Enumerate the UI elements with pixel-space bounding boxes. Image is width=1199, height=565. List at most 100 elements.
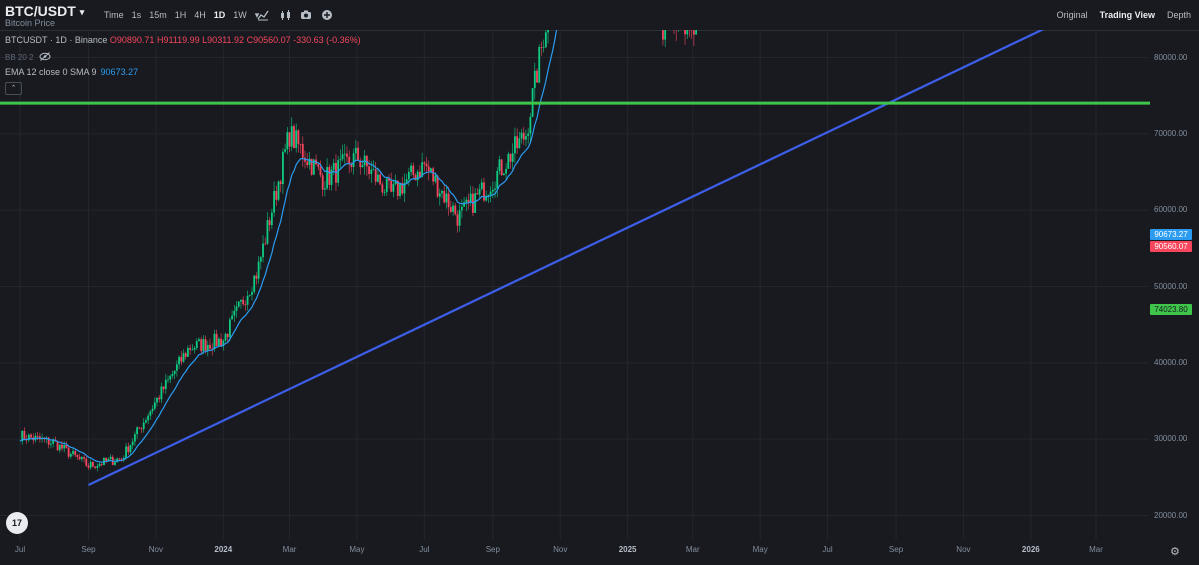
symbol-selector[interactable]: BTC/USDT ▾ xyxy=(5,3,84,19)
tab-original[interactable]: Original xyxy=(1056,10,1088,20)
candle-body xyxy=(383,192,386,193)
candle-body xyxy=(476,193,479,195)
candle-body xyxy=(180,356,183,362)
camera-icon[interactable] xyxy=(300,9,312,21)
price-tick-label: 80000.00 xyxy=(1154,52,1188,62)
candle-body xyxy=(527,133,530,137)
candle-body xyxy=(343,153,346,155)
candle-body xyxy=(491,189,494,192)
candle-body xyxy=(178,356,180,365)
candle-body xyxy=(158,397,161,400)
time-tick-label: Nov xyxy=(553,545,568,554)
candle-body xyxy=(522,132,525,140)
interval-15m[interactable]: 15m xyxy=(149,10,167,20)
collapse-legend-button[interactable]: ⌃ xyxy=(5,82,22,95)
time-tick-label: May xyxy=(349,545,365,554)
candle-body xyxy=(463,202,466,207)
candle-body xyxy=(140,428,143,430)
chart-type-icon[interactable] xyxy=(280,9,292,21)
candle-body xyxy=(264,243,267,245)
candle-body xyxy=(487,194,490,196)
candle-body xyxy=(125,446,127,458)
candle-body xyxy=(129,444,132,453)
candle-body xyxy=(288,132,291,147)
tab-depth[interactable]: Depth xyxy=(1166,10,1191,20)
candle-body xyxy=(83,457,85,459)
legend-title: BTCUSDT · 1D · Binance xyxy=(5,35,108,45)
candle-body xyxy=(447,193,450,208)
candle-body xyxy=(127,446,130,453)
candle-body xyxy=(63,445,66,449)
candle-body xyxy=(184,353,187,357)
candle-body xyxy=(50,443,52,445)
ohlc-legend: BTCUSDT · 1D · Binance O90890.71 H91119.… xyxy=(5,35,361,45)
candle-body xyxy=(293,126,295,148)
interval-time[interactable]: Time xyxy=(104,10,124,20)
candle-body xyxy=(412,165,415,175)
candle-body xyxy=(498,159,501,171)
interval-1w[interactable]: 1W xyxy=(233,10,247,20)
candle-body xyxy=(47,437,50,445)
trendline xyxy=(88,30,1045,486)
candle-body xyxy=(396,180,399,196)
candle-body xyxy=(547,30,549,33)
plus-circle-icon[interactable] xyxy=(321,9,333,21)
candle-body xyxy=(454,205,457,215)
time-tick-label: Sep xyxy=(888,545,904,554)
candle-body xyxy=(478,189,481,195)
last-price-tag: 90560.07 xyxy=(1150,241,1192,252)
candle-body xyxy=(436,175,439,197)
candle-body xyxy=(544,32,547,48)
candle-body xyxy=(474,193,477,213)
settings-icon[interactable]: ⚙ xyxy=(1170,546,1180,558)
price-tick-label: 20000.00 xyxy=(1154,510,1188,520)
candle-body xyxy=(520,132,523,139)
candle-body xyxy=(284,149,287,152)
candle-body xyxy=(138,427,141,429)
candle-body xyxy=(257,261,260,279)
interval-tabs: Time 1s 15m 1H 4H 1D 1W ▾ xyxy=(104,10,267,21)
candle-body xyxy=(149,411,152,416)
legend-close: C90560.07 xyxy=(246,35,291,45)
candle-body xyxy=(308,158,311,165)
candle-body xyxy=(514,136,516,154)
interval-dropdown-icon[interactable]: ▾ xyxy=(254,10,260,20)
candle-body xyxy=(275,190,278,200)
candle-body xyxy=(109,456,112,459)
candle-body xyxy=(87,465,90,468)
candle-body xyxy=(299,143,302,145)
candle-body xyxy=(319,166,322,176)
candle-body xyxy=(354,147,357,154)
support-price-tag: 74023.80 xyxy=(1150,304,1192,315)
candle-body xyxy=(328,167,331,185)
interval-4h[interactable]: 4H xyxy=(194,10,206,20)
candle-body xyxy=(407,171,410,180)
candle-body xyxy=(502,173,505,176)
candle-body xyxy=(200,339,203,352)
interval-1d[interactable]: 1D xyxy=(213,10,226,20)
price-chart[interactable] xyxy=(0,30,1199,565)
candle-body xyxy=(147,415,150,421)
ema-line xyxy=(19,30,558,463)
price-tick-label: 60000.00 xyxy=(1154,205,1188,215)
candle-body xyxy=(100,464,103,465)
interval-1s[interactable]: 1s xyxy=(131,10,142,20)
time-tick-label: May xyxy=(752,545,768,554)
indicator-icon[interactable] xyxy=(257,9,269,21)
candle-body xyxy=(465,199,468,203)
candle-body xyxy=(226,333,229,338)
candle-body xyxy=(164,379,167,390)
candle-body xyxy=(536,70,538,83)
candle-body xyxy=(427,166,430,172)
candle-body xyxy=(153,402,156,409)
candle-body xyxy=(242,299,245,305)
tab-trading-view[interactable]: Trading View xyxy=(1099,10,1155,20)
candle-body xyxy=(290,126,293,147)
interval-1h[interactable]: 1H xyxy=(174,10,187,20)
eye-hidden-icon[interactable] xyxy=(39,52,51,63)
candle-body xyxy=(317,164,320,167)
candle-body xyxy=(480,182,483,190)
candle-body xyxy=(65,445,68,448)
candle-body xyxy=(374,169,377,182)
candle-body xyxy=(509,153,512,162)
